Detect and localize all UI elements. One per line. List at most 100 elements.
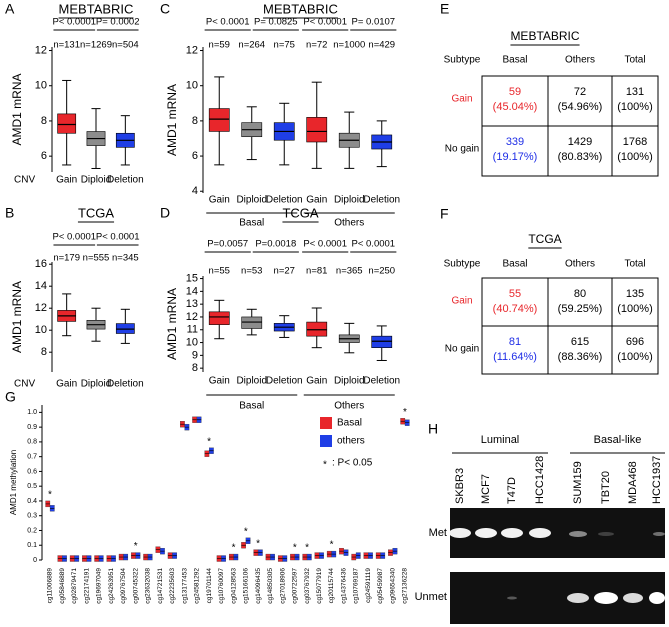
table-cell: 55 [509,288,521,300]
y-tick-label: 13 [186,298,198,310]
box [208,311,230,325]
x-tick-label: cg22174191 [83,568,90,604]
n-label: n=27 [274,266,295,277]
table-cell: 696 [626,336,644,348]
legend-swatch [320,435,332,447]
p-value-label: P=0.0057 [207,239,248,250]
x-tick-label: cg14376436 [340,568,347,604]
x-tick-label: cg14721531 [157,568,164,604]
table-cell: (100%) [617,303,652,315]
y-tick-label: 14 [35,280,47,292]
gel-row-label: Unmet [415,591,447,603]
legend-label: : P< 0.05 [332,458,373,469]
gel-unmet-bands [507,592,665,604]
x-tick-label: Gain [209,195,230,206]
x-tick-label: Gain [209,376,230,387]
p-value-label: P= 0.0002 [96,17,140,28]
y-tick-label: 12 [35,44,47,56]
x-tick-label: cg15166106 [243,568,250,604]
group-label: Basal [239,401,264,412]
x-tick-label: Gain [56,379,77,390]
x-tick-label: cg04128563 [230,568,237,604]
x-tick-label: Diploid [236,376,267,387]
legend-swatch [320,417,332,429]
x-tick-label: cg24581292 [194,568,201,604]
n-label: n=59 [209,40,230,51]
x-tick-label: Gain [306,195,327,206]
y-tick-label: 0.4 [27,498,37,505]
significance-star: * [256,538,260,549]
y-tick-label: 8 [41,346,47,358]
y-tick-label: 0.8 [27,439,37,446]
n-label: n=75 [274,40,295,51]
box [371,335,393,348]
table-cell: 615 [571,336,589,348]
lane-label: MCF7 [480,474,492,504]
n-label: n=53 [241,266,262,277]
y-tick-label: 8 [192,115,198,127]
n-label: n=72 [306,40,327,51]
x-tick-label: Diploid [81,175,112,186]
table-cell: (100%) [617,351,652,363]
table-cell: 1429 [568,136,592,148]
n-label: n=264 [238,40,265,51]
x-tick-label: Diploid [334,376,365,387]
x-tick-label: cg24591119 [365,568,372,603]
legend-symbol: * [323,460,327,471]
n-label: n=345 [112,253,139,264]
x-tick-label: Deletion [107,379,144,390]
x-tick-label: cg10760097 [218,568,225,604]
significance-star: * [293,543,297,554]
panel-label: B [5,205,14,221]
panel-label: D [160,205,170,221]
y-tick-label: 0.9 [27,424,37,431]
y-tick-label: 0.1 [27,542,37,549]
x-tick-label: cg03767932 [304,568,311,604]
table-cell: (100%) [617,151,652,163]
x-tick-label: cg27018906 [279,568,286,604]
significance-star: * [207,436,211,447]
x-tick-label: cg09767504 [120,568,127,604]
x-tick-label: Deletion [266,376,303,387]
table-header: Total [624,259,645,270]
x-tick-label: cg19701144 [206,568,213,604]
x-tick-label: cg09654340 [389,568,396,604]
x-tick-label: Diploid [236,195,267,206]
table-header: Subtype [444,55,481,66]
p-value-label: P=0.0018 [255,239,296,250]
chart-title: TCGA [282,205,318,220]
y-axis-label: AMD1 mRNA [10,73,24,145]
n-label: n=131 [53,40,80,51]
x-tick-label: cg27136228 [402,568,409,604]
y-axis-label: AMD1 mRNA [165,288,179,360]
y-tick-label: 12 [186,311,198,323]
gel-group-label: Basal-like [594,434,642,446]
y-tick-label: 8 [41,115,47,127]
table-header: Others [565,55,595,66]
y-axis-label: AMD1 methylation [9,450,18,515]
p-value-label: P= 0.0107 [352,17,396,28]
significance-star: * [305,543,309,554]
table-cell: (80.83%) [558,151,603,163]
significance-star: * [330,540,334,551]
legend-label: others [337,436,365,447]
x-tick-label: cg10769187 [353,568,360,604]
panel-label: A [5,1,15,17]
y-tick-label: 12 [35,302,47,314]
row-label: Gain [451,296,472,307]
significance-star: * [244,526,248,537]
x-tick-label: cg24263951 [108,568,115,604]
p-value-label: P< 0.0001 [352,239,396,250]
y-tick-label: 11 [187,324,198,336]
x-tick-label: cg02879471 [71,568,78,604]
y-tick-label: 0.3 [27,513,37,520]
table-cell: 72 [574,86,586,98]
n-label: n=55 [209,266,230,277]
table-cell: (59.25%) [558,303,603,315]
y-tick-label: 0.2 [27,527,37,534]
p-value-label: P< 0.0001 [52,232,96,243]
box [306,321,328,337]
n-label: n=81 [306,266,327,277]
table-header: Basal [502,259,527,270]
